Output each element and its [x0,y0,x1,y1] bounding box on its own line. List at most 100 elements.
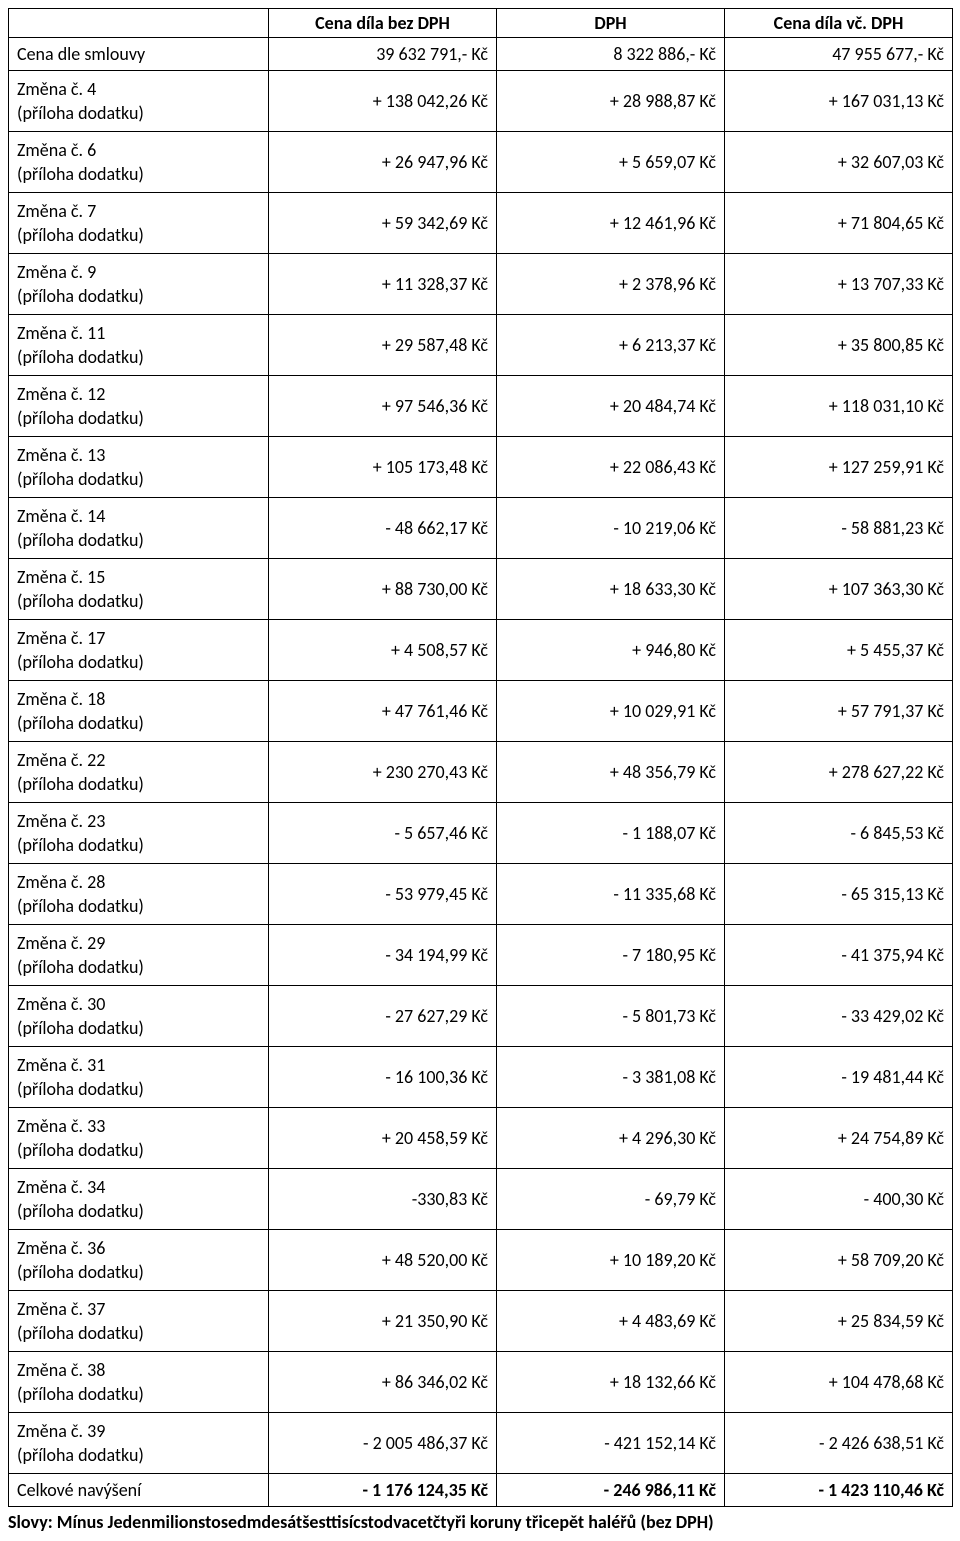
col-header-label [9,9,269,38]
col-header-bezdph: Cena díla bez DPH [269,9,497,38]
cell-dph: + 946,80 Kč [497,620,725,681]
cell-bezdph: - 16 100,36 Kč [269,1047,497,1108]
cell-bezdph: + 88 730,00 Kč [269,559,497,620]
change-row: Změna č. 6(příloha dodatku)+ 26 947,96 K… [9,132,953,193]
cell-vcdph: + 25 834,59 Kč [725,1291,953,1352]
cell-vcdph: + 107 363,30 Kč [725,559,953,620]
cell-dph: + 18 633,30 Kč [497,559,725,620]
row-label: Změna č. 15(příloha dodatku) [9,559,269,620]
cell-dph: + 6 213,37 Kč [497,315,725,376]
change-row: Změna č. 34(příloha dodatku)-330,83 Kč- … [9,1169,953,1230]
cell-vcdph: + 71 804,65 Kč [725,193,953,254]
cell-bezdph: + 138 042,26 Kč [269,71,497,132]
change-row: Změna č. 39(příloha dodatku)- 2 005 486,… [9,1413,953,1474]
price-table: Cena díla bez DPH DPH Cena díla vč. DPH … [8,8,953,1507]
cell-dph: - 11 335,68 Kč [497,864,725,925]
cell-bezdph: - 1 176 124,35 Kč [269,1474,497,1507]
row-label: Celkové navýšení [9,1474,269,1507]
change-row: Změna č. 36(příloha dodatku)+ 48 520,00 … [9,1230,953,1291]
cell-vcdph: - 65 315,13 Kč [725,864,953,925]
cell-dph: + 48 356,79 Kč [497,742,725,803]
cell-vcdph: + 278 627,22 Kč [725,742,953,803]
cell-bezdph: - 48 662,17 Kč [269,498,497,559]
row-label: Změna č. 36(příloha dodatku) [9,1230,269,1291]
cell-dph: + 20 484,74 Kč [497,376,725,437]
cell-dph: + 4 296,30 Kč [497,1108,725,1169]
cell-bezdph: + 97 546,36 Kč [269,376,497,437]
cell-vcdph: + 167 031,13 Kč [725,71,953,132]
cell-vcdph: - 58 881,23 Kč [725,498,953,559]
row-label: Změna č. 23(příloha dodatku) [9,803,269,864]
change-row: Změna č. 9(příloha dodatku)+ 11 328,37 K… [9,254,953,315]
cell-vcdph: - 2 426 638,51 Kč [725,1413,953,1474]
change-row: Změna č. 18(příloha dodatku)+ 47 761,46 … [9,681,953,742]
row-label: Změna č. 22(příloha dodatku) [9,742,269,803]
cell-dph: + 12 461,96 Kč [497,193,725,254]
cell-vcdph: + 118 031,10 Kč [725,376,953,437]
cell-bezdph: + 21 350,90 Kč [269,1291,497,1352]
row-label: Změna č. 7(příloha dodatku) [9,193,269,254]
change-row: Změna č. 38(příloha dodatku)+ 86 346,02 … [9,1352,953,1413]
cell-dph: + 28 988,87 Kč [497,71,725,132]
cell-dph: + 10 029,91 Kč [497,681,725,742]
cell-vcdph: + 127 259,91 Kč [725,437,953,498]
cell-vcdph: 47 955 677,- Kč [725,38,953,71]
change-row: Změna č. 37(příloha dodatku)+ 21 350,90 … [9,1291,953,1352]
cell-dph: - 10 219,06 Kč [497,498,725,559]
cell-bezdph: + 4 508,57 Kč [269,620,497,681]
cell-bezdph: + 20 458,59 Kč [269,1108,497,1169]
row-label: Změna č. 18(příloha dodatku) [9,681,269,742]
cell-bezdph: - 34 194,99 Kč [269,925,497,986]
cell-vcdph: + 13 707,33 Kč [725,254,953,315]
cell-dph: + 2 378,96 Kč [497,254,725,315]
contract-row: Cena dle smlouvy39 632 791,- Kč8 322 886… [9,38,953,71]
cell-vcdph: + 24 754,89 Kč [725,1108,953,1169]
row-label: Změna č. 38(příloha dodatku) [9,1352,269,1413]
cell-dph: + 18 132,66 Kč [497,1352,725,1413]
row-label: Změna č. 37(příloha dodatku) [9,1291,269,1352]
row-label: Změna č. 6(příloha dodatku) [9,132,269,193]
row-label: Změna č. 33(příloha dodatku) [9,1108,269,1169]
row-label: Změna č. 12(příloha dodatku) [9,376,269,437]
change-row: Změna č. 29(příloha dodatku)- 34 194,99 … [9,925,953,986]
row-label: Změna č. 14(příloha dodatku) [9,498,269,559]
cell-dph: + 5 659,07 Kč [497,132,725,193]
cell-bezdph: + 86 346,02 Kč [269,1352,497,1413]
change-row: Změna č. 28(příloha dodatku)- 53 979,45 … [9,864,953,925]
cell-dph: + 10 189,20 Kč [497,1230,725,1291]
cell-bezdph: 39 632 791,- Kč [269,38,497,71]
cell-bezdph: + 105 173,48 Kč [269,437,497,498]
cell-vcdph: - 41 375,94 Kč [725,925,953,986]
row-label: Změna č. 29(příloha dodatku) [9,925,269,986]
change-row: Změna č. 22(příloha dodatku)+ 230 270,43… [9,742,953,803]
change-row: Změna č. 13(příloha dodatku)+ 105 173,48… [9,437,953,498]
cell-bezdph: - 2 005 486,37 Kč [269,1413,497,1474]
cell-dph: - 421 152,14 Kč [497,1413,725,1474]
cell-dph: - 246 986,11 Kč [497,1474,725,1507]
row-label: Cena dle smlouvy [9,38,269,71]
total-row: Celkové navýšení- 1 176 124,35 Kč- 246 9… [9,1474,953,1507]
cell-bezdph: + 11 328,37 Kč [269,254,497,315]
table-header-row: Cena díla bez DPH DPH Cena díla vč. DPH [9,9,953,38]
cell-vcdph: - 33 429,02 Kč [725,986,953,1047]
row-label: Změna č. 34(příloha dodatku) [9,1169,269,1230]
cell-vcdph: - 1 423 110,46 Kč [725,1474,953,1507]
change-row: Změna č. 7(příloha dodatku)+ 59 342,69 K… [9,193,953,254]
cell-dph: + 22 086,43 Kč [497,437,725,498]
cell-dph: - 3 381,08 Kč [497,1047,725,1108]
cell-vcdph: + 5 455,37 Kč [725,620,953,681]
cell-vcdph: - 400,30 Kč [725,1169,953,1230]
cell-bezdph: - 53 979,45 Kč [269,864,497,925]
row-label: Změna č. 17(příloha dodatku) [9,620,269,681]
change-row: Změna č. 30(příloha dodatku)- 27 627,29 … [9,986,953,1047]
cell-dph: - 69,79 Kč [497,1169,725,1230]
row-label: Změna č. 31(příloha dodatku) [9,1047,269,1108]
cell-bezdph: + 48 520,00 Kč [269,1230,497,1291]
row-label: Změna č. 39(příloha dodatku) [9,1413,269,1474]
row-label: Změna č. 4(příloha dodatku) [9,71,269,132]
change-row: Změna č. 12(příloha dodatku)+ 97 546,36 … [9,376,953,437]
cell-bezdph: - 27 627,29 Kč [269,986,497,1047]
row-label: Změna č. 11(příloha dodatku) [9,315,269,376]
footer-text: Slovy: Mínus Jedenmilionstosedmdesátšest… [8,1511,952,1533]
cell-vcdph: + 58 709,20 Kč [725,1230,953,1291]
